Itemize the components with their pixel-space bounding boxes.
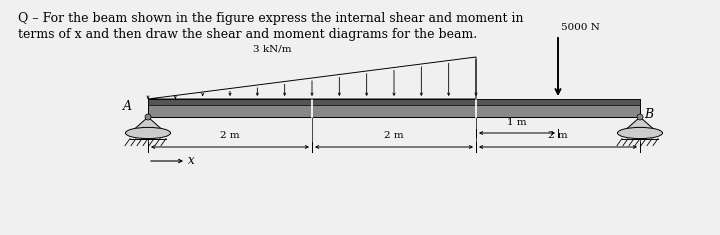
Text: x: x bbox=[188, 154, 194, 168]
Text: 2 m: 2 m bbox=[548, 131, 568, 140]
Text: 2 m: 2 m bbox=[220, 131, 240, 140]
Bar bbox=[148, 99, 640, 117]
Text: 5000 N: 5000 N bbox=[561, 23, 600, 32]
Text: Q – For the beam shown in the figure express the internal shear and moment in: Q – For the beam shown in the figure exp… bbox=[18, 12, 523, 25]
Polygon shape bbox=[130, 117, 166, 133]
Polygon shape bbox=[622, 117, 658, 133]
Text: 1 m: 1 m bbox=[507, 118, 527, 127]
Circle shape bbox=[637, 114, 643, 120]
Ellipse shape bbox=[618, 127, 662, 139]
Text: 2 m: 2 m bbox=[384, 131, 404, 140]
Text: terms of x and then draw the shear and moment diagrams for the beam.: terms of x and then draw the shear and m… bbox=[18, 28, 477, 41]
Text: 3 kN/m: 3 kN/m bbox=[253, 44, 292, 53]
Text: B: B bbox=[644, 109, 653, 121]
Ellipse shape bbox=[125, 127, 171, 139]
Bar bbox=[148, 99, 640, 105]
Circle shape bbox=[145, 114, 151, 120]
Text: A: A bbox=[123, 100, 132, 113]
